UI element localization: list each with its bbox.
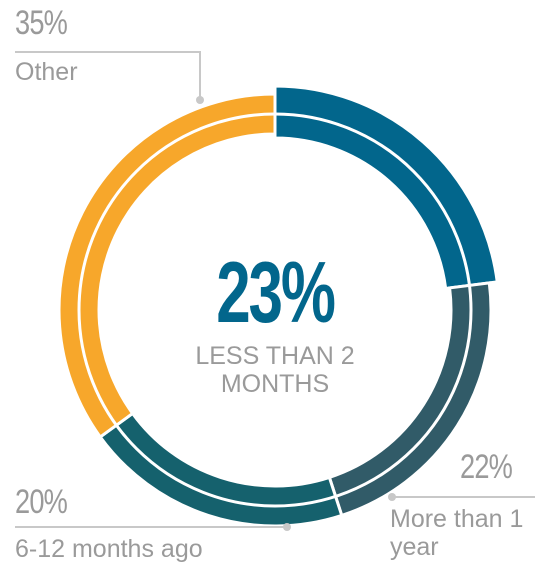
donut-segment bbox=[57, 92, 277, 440]
value-label: 35% bbox=[15, 4, 68, 42]
leader-dot bbox=[196, 96, 204, 104]
inner-ring-line bbox=[77, 112, 473, 508]
donut-segment bbox=[98, 411, 344, 528]
category-label: 6-12 months ago bbox=[15, 535, 203, 563]
category-label: Other bbox=[15, 58, 78, 86]
leader-dot bbox=[388, 493, 396, 501]
donut bbox=[57, 84, 499, 528]
center-value: 23% bbox=[216, 245, 336, 341]
center-label: LESS THAN 2 MONTHS bbox=[195, 342, 355, 398]
leader-line bbox=[15, 51, 201, 100]
leader-dot bbox=[283, 523, 291, 531]
value-label: 22% bbox=[460, 448, 513, 486]
value-label: 20% bbox=[15, 483, 68, 521]
donut-segment bbox=[273, 84, 499, 291]
category-label: More than 1 year bbox=[390, 505, 524, 561]
